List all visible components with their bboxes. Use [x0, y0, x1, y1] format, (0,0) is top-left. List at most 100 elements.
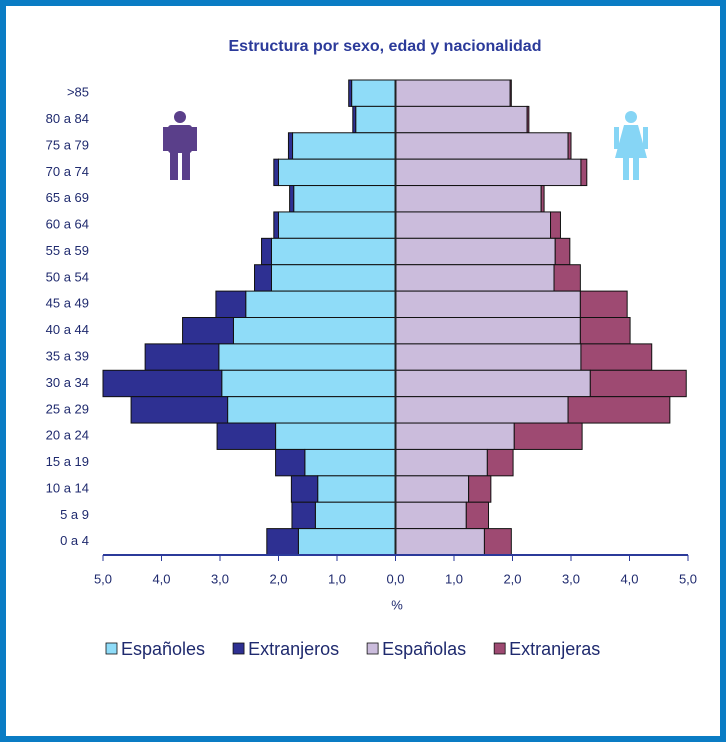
- man-icon: [163, 111, 197, 180]
- legend-label: Españolas: [382, 639, 466, 659]
- x-tick-label: 4,0: [152, 571, 170, 586]
- bar: [275, 422, 397, 450]
- y-tick-label: 65 a 69: [46, 190, 89, 205]
- bar: [395, 369, 591, 398]
- chart-title: Estructura por sexo, edad y nacionalidad: [229, 38, 542, 55]
- y-tick-label: 75 a 79: [46, 137, 89, 152]
- bar: [483, 528, 512, 556]
- bar: [275, 448, 306, 477]
- x-tick-label: 1,0: [328, 571, 346, 586]
- y-tick-label: 40 a 44: [46, 322, 89, 337]
- bar: [395, 343, 582, 371]
- bar: [351, 79, 396, 107]
- legend-swatch: [105, 642, 118, 655]
- bar: [553, 264, 581, 292]
- bar: [395, 448, 488, 477]
- x-tick-label: 3,0: [211, 571, 229, 586]
- bar: [227, 396, 396, 424]
- bar: [261, 237, 272, 266]
- bar: [297, 528, 397, 556]
- bar: [182, 317, 234, 345]
- x-tick-label: 3,0: [562, 571, 580, 586]
- bar: [289, 185, 295, 213]
- bar: [130, 396, 229, 424]
- y-tick-label: 80 a 84: [46, 111, 89, 126]
- bar: [221, 369, 396, 398]
- bar: [395, 79, 511, 107]
- bar: [102, 369, 223, 398]
- y-tick-label: 60 a 64: [46, 217, 89, 232]
- bar: [589, 369, 687, 398]
- bar: [579, 290, 628, 319]
- y-tick-label: 0 a 4: [60, 533, 89, 548]
- bar: [580, 158, 588, 187]
- bar: [355, 105, 396, 134]
- bar: [395, 396, 569, 424]
- x-axis-label: %: [391, 597, 403, 612]
- bar: [292, 132, 397, 160]
- bar: [144, 343, 220, 371]
- y-tick-label: 50 a 54: [46, 269, 89, 284]
- bar: [352, 105, 357, 134]
- woman-icon: [614, 111, 648, 180]
- legend-label: Extranjeras: [509, 639, 600, 659]
- y-tick-label: 5 a 9: [60, 507, 89, 522]
- bar: [245, 290, 396, 319]
- bar: [567, 132, 572, 160]
- y-tick-label: 70 a 74: [46, 164, 89, 179]
- x-tick-label: 4,0: [620, 571, 638, 586]
- bar: [468, 475, 492, 503]
- bar: [486, 448, 514, 477]
- bar: [218, 343, 396, 371]
- bar: [215, 290, 247, 319]
- bar: [317, 475, 397, 503]
- bar: [304, 448, 397, 477]
- bar: [395, 105, 528, 134]
- legend-label: Españoles: [121, 639, 205, 659]
- bar: [232, 317, 396, 345]
- bar: [278, 158, 396, 187]
- bar: [293, 185, 396, 213]
- bar: [395, 290, 581, 319]
- bar: [270, 237, 397, 266]
- bar: [291, 501, 316, 530]
- bar: [266, 528, 299, 556]
- bar: [395, 422, 515, 450]
- y-tick-label: 35 a 39: [46, 349, 89, 364]
- x-tick-label: 2,0: [503, 571, 521, 586]
- bar: [395, 185, 542, 213]
- y-tick-label: 15 a 19: [46, 454, 89, 469]
- bar: [395, 475, 470, 503]
- bar: [290, 475, 319, 503]
- legend-swatch: [232, 642, 245, 655]
- legend-label: Extranjeros: [248, 639, 339, 659]
- bar: [395, 528, 485, 556]
- x-tick-label: 2,0: [269, 571, 287, 586]
- y-tick-label: 55 a 59: [46, 243, 89, 258]
- bar: [465, 501, 490, 530]
- bar: [314, 501, 397, 530]
- legend-swatch: [493, 642, 506, 655]
- bar: [273, 211, 280, 239]
- x-tick-label: 1,0: [445, 571, 463, 586]
- bar: [254, 264, 272, 292]
- y-tick-label: 10 a 14: [46, 480, 89, 495]
- bar: [278, 211, 396, 239]
- bar: [395, 317, 581, 345]
- bar: [270, 264, 397, 292]
- bar: [540, 185, 545, 213]
- bar: [550, 211, 561, 239]
- bar: [287, 132, 294, 160]
- bar: [395, 158, 582, 187]
- x-tick-label: 5,0: [94, 571, 112, 586]
- bar: [348, 79, 353, 107]
- bar: [509, 79, 512, 107]
- y-tick-label: 25 a 29: [46, 401, 89, 416]
- bar: [395, 501, 467, 530]
- bar: [526, 105, 530, 134]
- bar: [580, 343, 653, 371]
- y-tick-label: >85: [67, 85, 89, 100]
- y-tick-label: 45 a 49: [46, 296, 89, 311]
- bar: [567, 396, 671, 424]
